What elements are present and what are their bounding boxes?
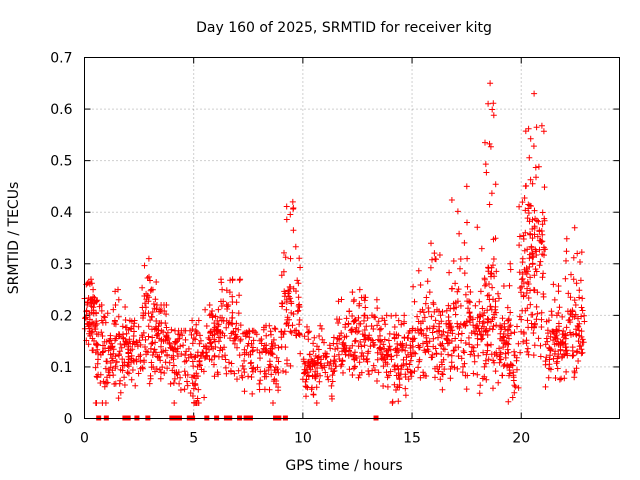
y-tick-label: 0.4 bbox=[50, 205, 72, 221]
y-tick-label: 0 bbox=[64, 412, 73, 428]
y-tick-label: 0.5 bbox=[50, 154, 72, 170]
y-tick-label: 0.3 bbox=[50, 257, 72, 273]
x-tick-label: 0 bbox=[80, 431, 89, 447]
x-tick-label: 15 bbox=[403, 431, 421, 447]
x-tick-label: 20 bbox=[512, 431, 530, 447]
chart-title: Day 160 of 2025, SRMTID for receiver kit… bbox=[196, 20, 492, 36]
y-tick-label: 0.1 bbox=[50, 360, 72, 376]
x-axis-ticks: 0 5 10 15 20 bbox=[80, 57, 530, 447]
scatter-point bbox=[81, 80, 588, 406]
y-axis-ticks: 0 0.1 0.2 0.3 0.4 0.5 0.6 0.7 bbox=[50, 51, 620, 428]
y-tick-label: 0.2 bbox=[50, 308, 72, 324]
x-axis-label: GPS time / hours bbox=[285, 458, 402, 474]
y-tick-label: 0.7 bbox=[50, 51, 72, 67]
y-axis-label: SRMTID / TECUs bbox=[6, 182, 22, 295]
x-tick-label: 5 bbox=[189, 431, 198, 447]
y-tick-label: 0.6 bbox=[50, 102, 72, 118]
x-tick-label: 10 bbox=[294, 431, 312, 447]
plot-frame bbox=[84, 57, 620, 419]
grid-lines bbox=[84, 57, 620, 419]
data-points bbox=[81, 80, 588, 421]
